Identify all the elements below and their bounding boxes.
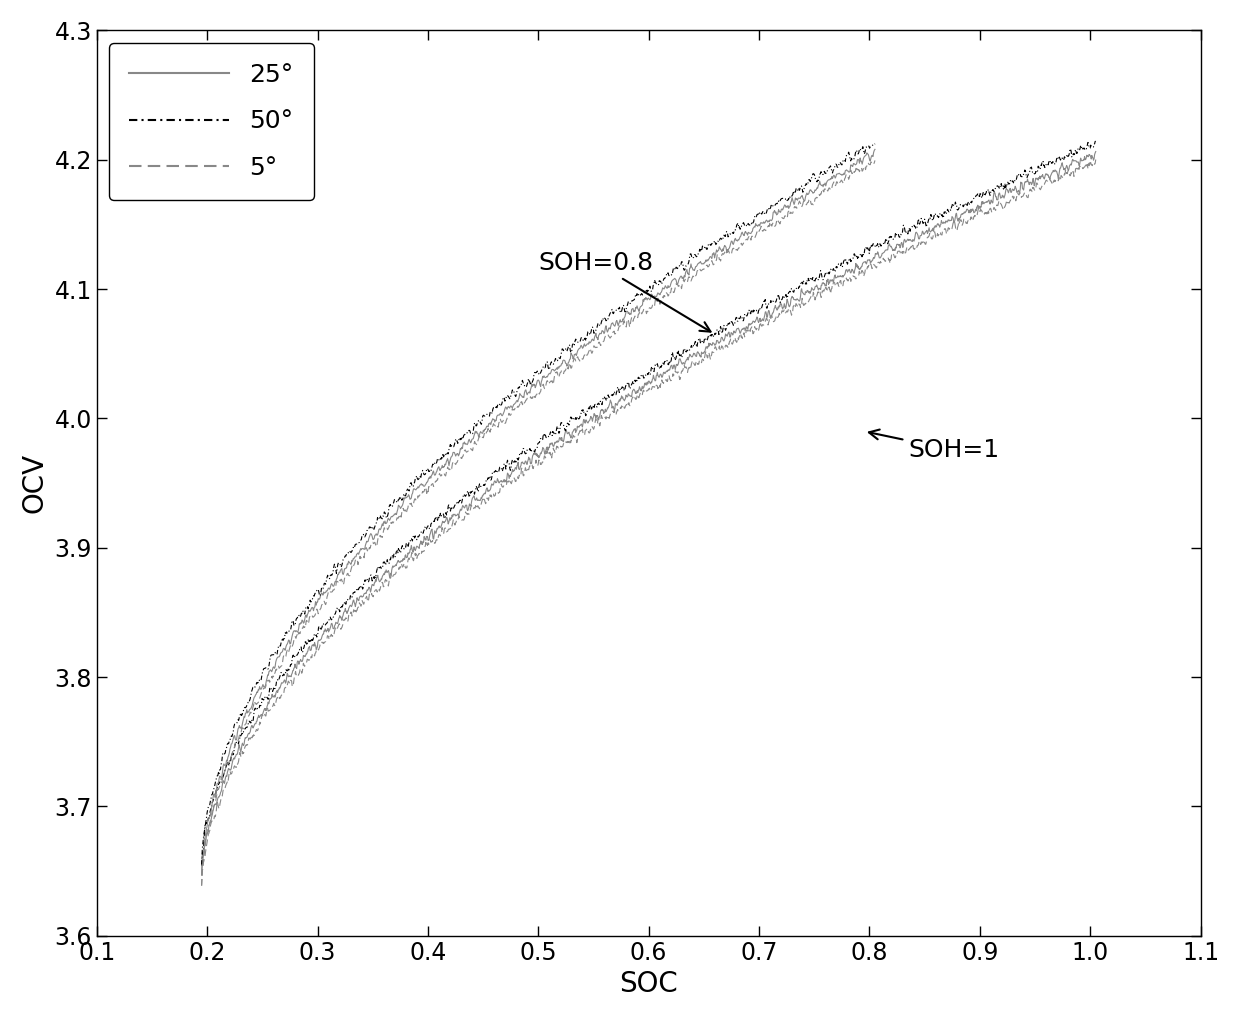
X-axis label: SOC: SOC — [619, 970, 678, 999]
Text: SOH=0.8: SOH=0.8 — [538, 251, 711, 331]
Text: SOH=1: SOH=1 — [869, 430, 999, 463]
Legend: 25°, 50°, 5°: 25°, 50°, 5° — [109, 43, 314, 200]
Y-axis label: OCV: OCV — [21, 453, 48, 514]
